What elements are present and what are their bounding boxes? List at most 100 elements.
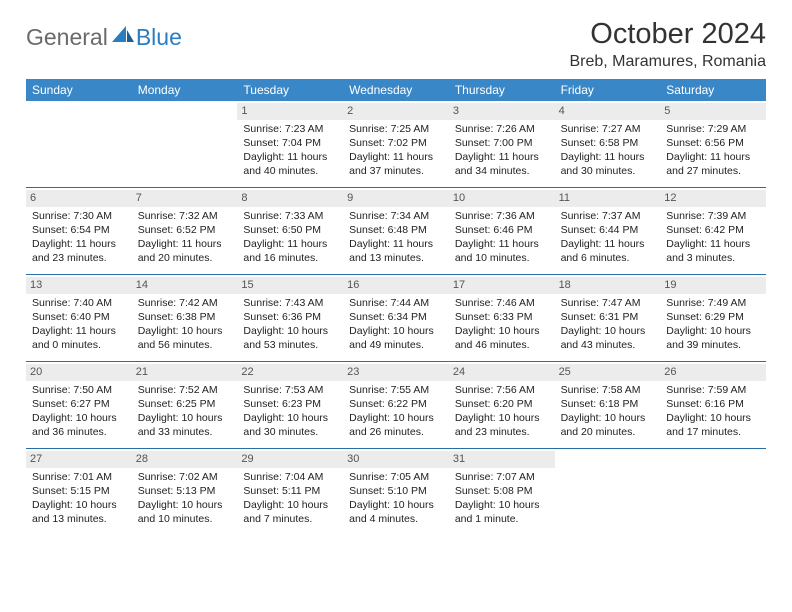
sunrise-line: Sunrise: 7:42 AM: [138, 296, 232, 310]
sunrise-line: Sunrise: 7:23 AM: [243, 122, 337, 136]
day-number: 3: [449, 103, 555, 120]
day-number: 6: [26, 190, 132, 207]
sunset-line: Sunset: 6:25 PM: [138, 397, 232, 411]
sunset-line: Sunset: 6:36 PM: [243, 310, 337, 324]
daylight-line: Daylight: 10 hours and 39 minutes.: [666, 324, 760, 352]
calendar-cell: 6 Sunrise: 7:30 AMSunset: 6:54 PMDaylight…: [26, 188, 132, 274]
daylight-line: Daylight: 10 hours and 43 minutes.: [561, 324, 655, 352]
sunrise-line: Sunrise: 7:30 AM: [32, 209, 126, 223]
day-number: 12: [660, 190, 766, 207]
logo-text-blue: Blue: [136, 24, 182, 51]
sunrise-line: Sunrise: 7:59 AM: [666, 383, 760, 397]
calendar-cell: 8Sunrise: 7:33 AMSunset: 6:50 PMDaylight…: [237, 188, 343, 274]
sunrise-line: Sunrise: 7:46 AM: [455, 296, 549, 310]
day-number: 1: [237, 103, 343, 120]
sunset-line: Sunset: 6:31 PM: [561, 310, 655, 324]
day-number: 23: [343, 364, 449, 381]
calendar-cell: 0: [660, 449, 766, 535]
sunrise-line: Sunrise: 7:32 AM: [138, 209, 232, 223]
day-number: 22: [237, 364, 343, 381]
sunrise-line: Sunrise: 7:49 AM: [666, 296, 760, 310]
calendar-cell: 16Sunrise: 7:44 AMSunset: 6:34 PMDayligh…: [343, 275, 449, 361]
weekday-header: Sunday: [26, 79, 132, 101]
day-number: 28: [132, 451, 238, 468]
sunset-line: Sunset: 6:58 PM: [561, 136, 655, 150]
sunrise-line: Sunrise: 7:43 AM: [243, 296, 337, 310]
daylight-line: Daylight: 11 hours and 3 minutes.: [666, 237, 760, 265]
sunrise-line: Sunrise: 7:27 AM: [561, 122, 655, 136]
calendar-cell: 2Sunrise: 7:25 AMSunset: 7:02 PMDaylight…: [343, 101, 449, 187]
calendar-cell: 1Sunrise: 7:23 AMSunset: 7:04 PMDaylight…: [237, 101, 343, 187]
calendar-cell: 10Sunrise: 7:36 AMSunset: 6:46 PMDayligh…: [449, 188, 555, 274]
sunrise-line: Sunrise: 7:47 AM: [561, 296, 655, 310]
sunrise-line: Sunrise: 7:34 AM: [349, 209, 443, 223]
sunset-line: Sunset: 6:20 PM: [455, 397, 549, 411]
sunset-line: Sunset: 6:48 PM: [349, 223, 443, 237]
sunset-line: Sunset: 5:11 PM: [243, 484, 337, 498]
sunset-line: Sunset: 5:10 PM: [349, 484, 443, 498]
daylight-line: Daylight: 11 hours and 27 minutes.: [666, 150, 760, 178]
calendar-cell: 31Sunrise: 7:07 AMSunset: 5:08 PMDayligh…: [449, 449, 555, 535]
calendar-body: 001Sunrise: 7:23 AMSunset: 7:04 PMDaylig…: [26, 101, 766, 535]
daylight-line: Daylight: 10 hours and 20 minutes.: [561, 411, 655, 439]
sunset-line: Sunset: 6:56 PM: [666, 136, 760, 150]
day-number: 14: [132, 277, 238, 294]
daylight-line: Daylight: 10 hours and 33 minutes.: [138, 411, 232, 439]
daylight-line: Daylight: 10 hours and 49 minutes.: [349, 324, 443, 352]
day-number: 24: [449, 364, 555, 381]
day-number: 13: [26, 277, 132, 294]
sunrise-line: Sunrise: 7:26 AM: [455, 122, 549, 136]
daylight-line: Daylight: 10 hours and 56 minutes.: [138, 324, 232, 352]
day-number: 4: [555, 103, 661, 120]
calendar-cell: 20Sunrise: 7:50 AMSunset: 6:27 PMDayligh…: [26, 362, 132, 448]
sunset-line: Sunset: 6:54 PM: [32, 223, 126, 237]
day-number: 18: [555, 277, 661, 294]
day-number: 8: [237, 190, 343, 207]
calendar-cell: 23Sunrise: 7:55 AMSunset: 6:22 PMDayligh…: [343, 362, 449, 448]
calendar-cell: 17Sunrise: 7:46 AMSunset: 6:33 PMDayligh…: [449, 275, 555, 361]
sunrise-line: Sunrise: 7:05 AM: [349, 470, 443, 484]
day-number: 11: [555, 190, 661, 207]
daylight-line: Daylight: 10 hours and 4 minutes.: [349, 498, 443, 526]
calendar-cell: 24Sunrise: 7:56 AMSunset: 6:20 PMDayligh…: [449, 362, 555, 448]
daylight-line: Daylight: 10 hours and 10 minutes.: [138, 498, 232, 526]
sunset-line: Sunset: 6:38 PM: [138, 310, 232, 324]
logo-sail-icon: [112, 26, 134, 44]
daylight-line: Daylight: 11 hours and 34 minutes.: [455, 150, 549, 178]
sunset-line: Sunset: 6:16 PM: [666, 397, 760, 411]
title-block: October 2024 Breb, Maramures, Romania: [569, 18, 766, 71]
sunrise-line: Sunrise: 7:37 AM: [561, 209, 655, 223]
daylight-line: Daylight: 11 hours and 10 minutes.: [455, 237, 549, 265]
sunset-line: Sunset: 6:42 PM: [666, 223, 760, 237]
daylight-line: Daylight: 11 hours and 23 minutes.: [32, 237, 126, 265]
day-number: 17: [449, 277, 555, 294]
sunset-line: Sunset: 6:34 PM: [349, 310, 443, 324]
calendar-cell: 4 Sunrise: 7:27 AMSunset: 6:58 PMDaylight…: [555, 101, 661, 187]
day-number: 16: [343, 277, 449, 294]
sunrise-line: Sunrise: 7:39 AM: [666, 209, 760, 223]
sunset-line: Sunset: 6:18 PM: [561, 397, 655, 411]
daylight-line: Daylight: 10 hours and 46 minutes.: [455, 324, 549, 352]
sunrise-line: Sunrise: 7:40 AM: [32, 296, 126, 310]
day-number: 2: [343, 103, 449, 120]
sunrise-line: Sunrise: 7:55 AM: [349, 383, 443, 397]
daylight-line: Daylight: 10 hours and 26 minutes.: [349, 411, 443, 439]
sunrise-line: Sunrise: 7:02 AM: [138, 470, 232, 484]
calendar-cell: 15Sunrise: 7:43 AMSunset: 6:36 PMDayligh…: [237, 275, 343, 361]
logo: General Blue: [26, 24, 182, 51]
sunset-line: Sunset: 6:40 PM: [32, 310, 126, 324]
day-number: 26: [660, 364, 766, 381]
day-number: 15: [237, 277, 343, 294]
day-number: 27: [26, 451, 132, 468]
header: General Blue October 2024 Breb, Maramure…: [26, 18, 766, 71]
sunrise-line: Sunrise: 7:33 AM: [243, 209, 337, 223]
daylight-line: Daylight: 11 hours and 30 minutes.: [561, 150, 655, 178]
calendar-cell: 3Sunrise: 7:26 AMSunset: 7:00 PMDaylight…: [449, 101, 555, 187]
day-number: 10: [449, 190, 555, 207]
calendar: SundayMondayTuesdayWednesdayThursdayFrid…: [26, 79, 766, 535]
calendar-cell: 14 Sunrise: 7:42 AMSunset: 6:38 PMDayligh…: [132, 275, 238, 361]
day-number: 9: [343, 190, 449, 207]
daylight-line: Daylight: 10 hours and 36 minutes.: [32, 411, 126, 439]
day-number: 25: [555, 364, 661, 381]
weekday-header: Thursday: [449, 79, 555, 101]
